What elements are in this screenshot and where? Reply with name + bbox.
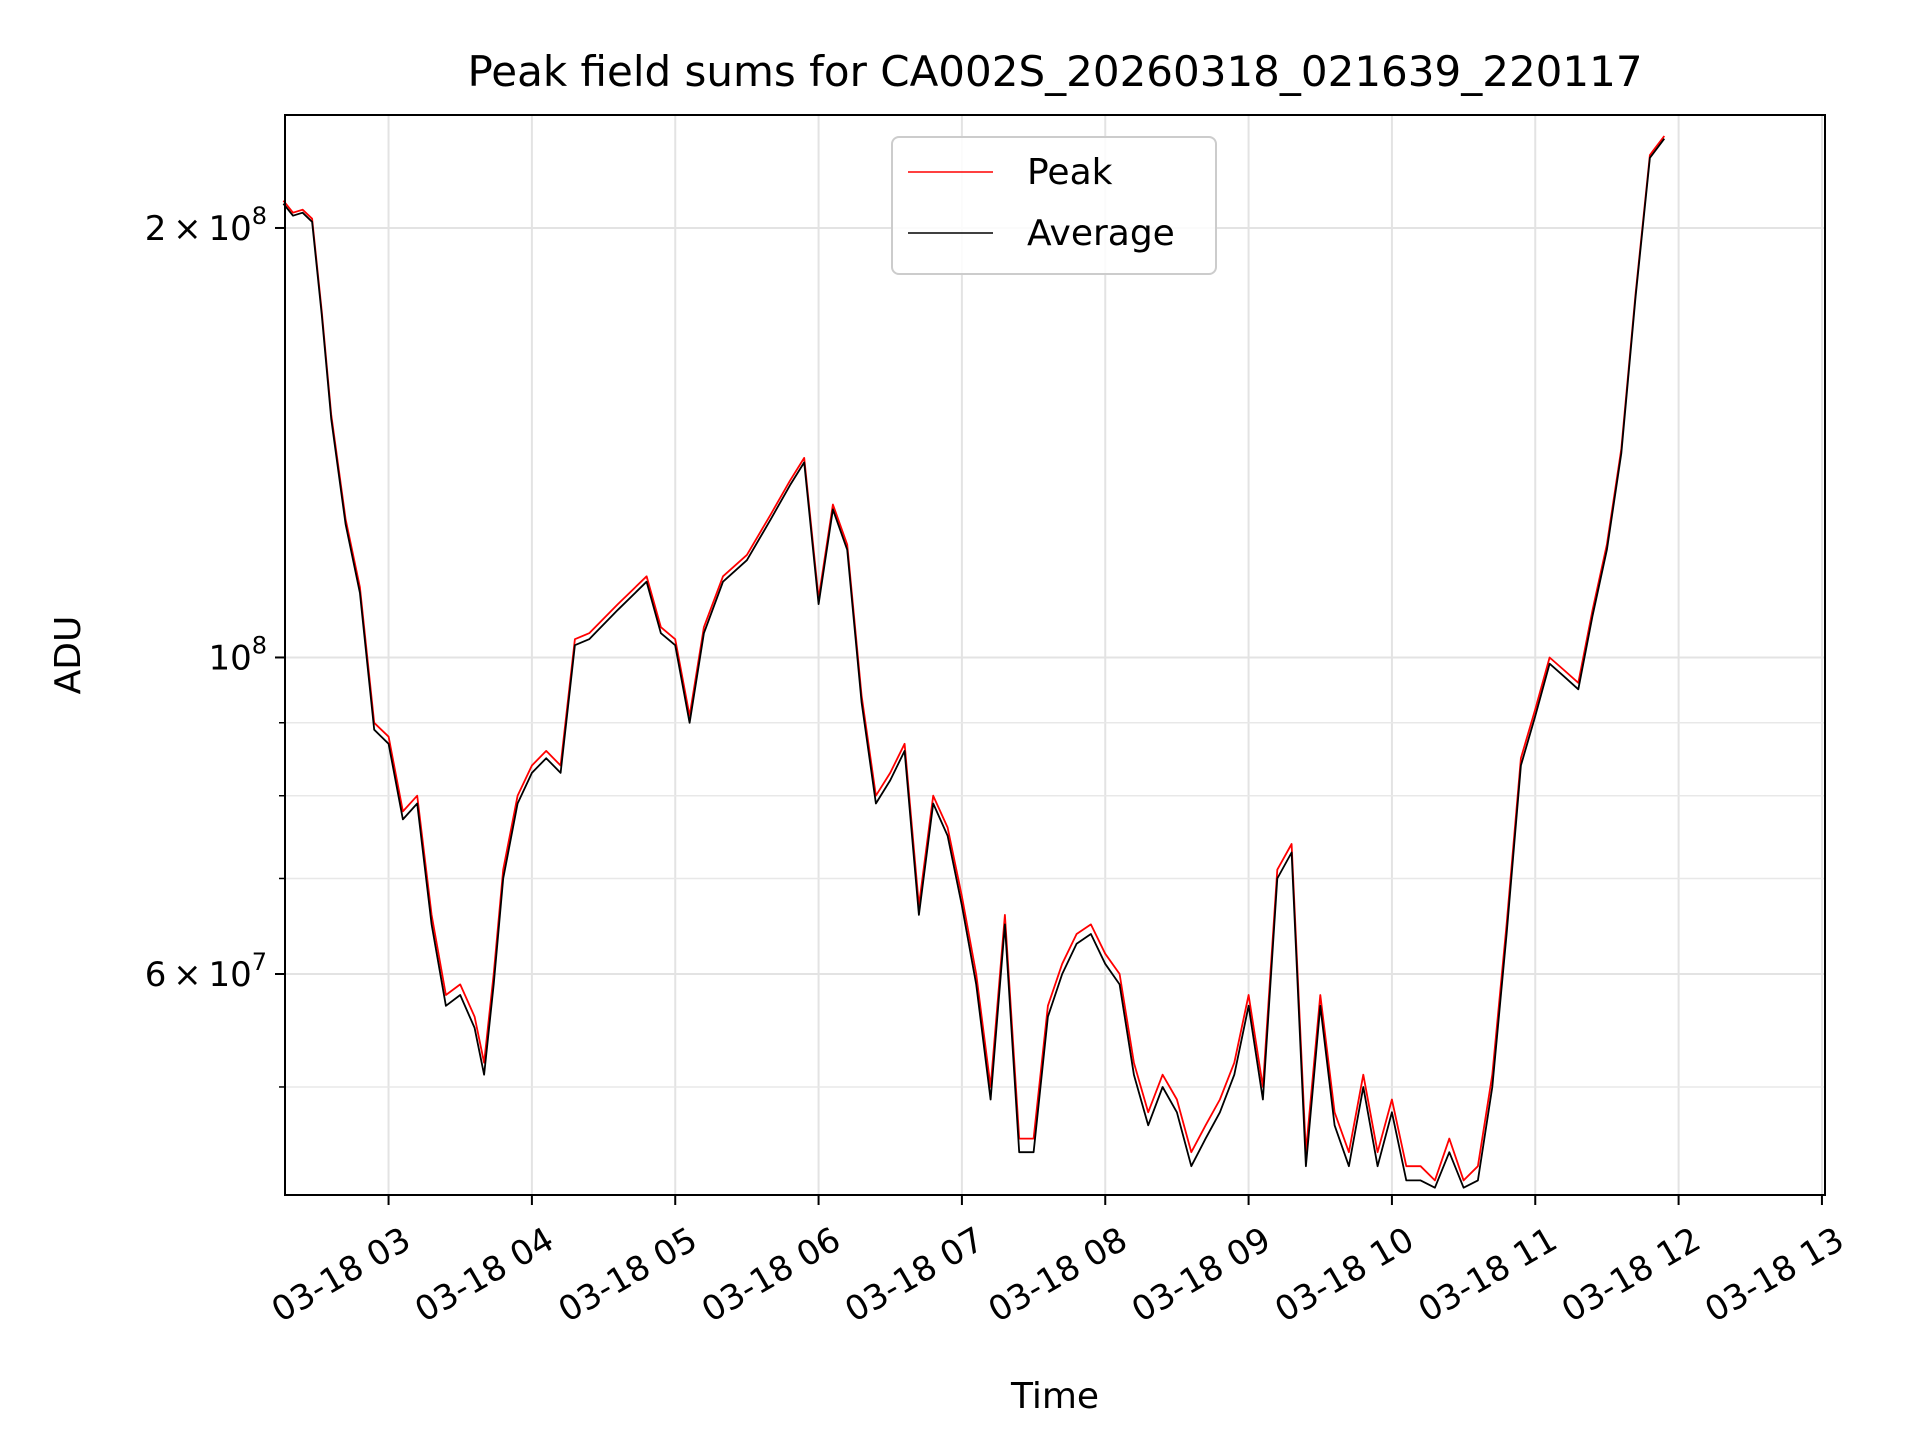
x-tick-label: 03-18 03 xyxy=(265,1220,417,1331)
x-tick-label: 03-18 13 xyxy=(1698,1220,1850,1331)
y-tick-label: 2 × 108 xyxy=(145,202,267,249)
series-line-average xyxy=(282,138,1666,1189)
y-axis: 2 × 108 108 6 × 107 xyxy=(145,202,285,1088)
x-tick-label: 03-18 06 xyxy=(695,1220,847,1331)
x-tick-label: 03-18 10 xyxy=(1268,1220,1420,1331)
x-axis-label: Time xyxy=(1010,1376,1099,1417)
x-tick-label: 03-18 07 xyxy=(838,1220,990,1331)
x-tick-label: 03-18 11 xyxy=(1412,1220,1564,1331)
legend: Peak Average xyxy=(891,136,1217,275)
y-axis-label: ADU xyxy=(48,616,89,695)
y-tick-label: 6 × 107 xyxy=(145,948,267,995)
x-tick-label: 03-18 05 xyxy=(552,1220,704,1331)
x-tick-label: 03-18 04 xyxy=(408,1220,560,1331)
chart-title: Peak field sums for CA002S_20260318_0216… xyxy=(467,47,1642,96)
grid xyxy=(285,115,1825,1195)
legend-label-peak: Peak xyxy=(1027,152,1113,193)
x-tick-label: 03-18 08 xyxy=(982,1220,1134,1331)
plot-frame xyxy=(284,114,1826,1196)
series-layer xyxy=(282,135,1666,1189)
x-tick-label: 03-18 09 xyxy=(1125,1220,1277,1331)
series-line-peak xyxy=(282,135,1666,1182)
x-tick-label: 03-18 12 xyxy=(1555,1220,1707,1331)
legend-label-average: Average xyxy=(1027,213,1175,254)
y-tick-label: 108 xyxy=(208,631,267,678)
